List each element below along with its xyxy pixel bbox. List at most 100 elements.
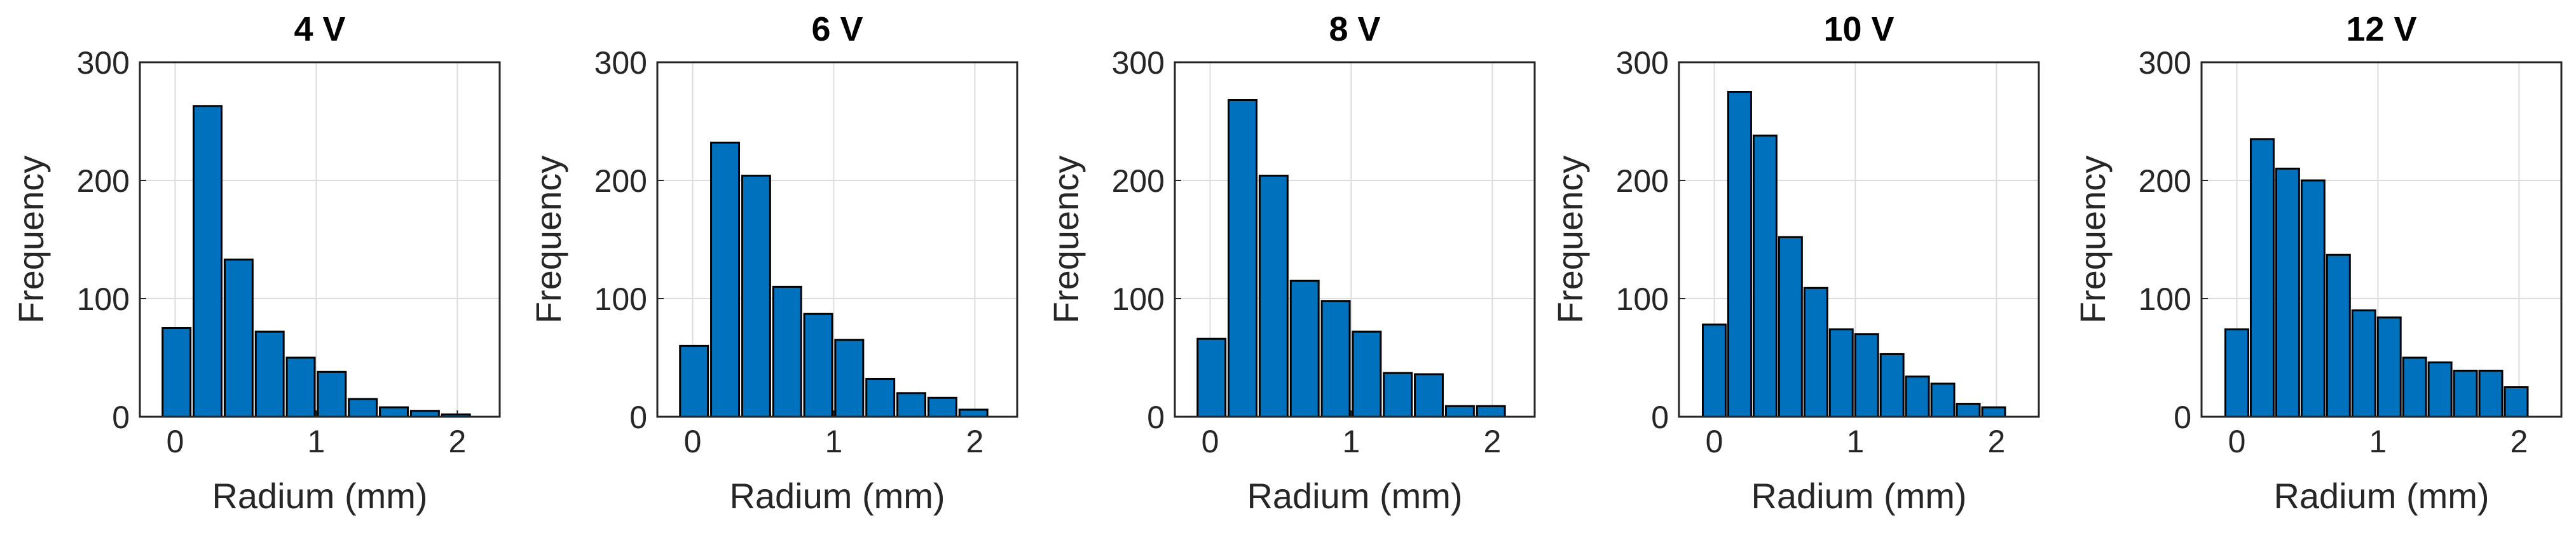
x-tick-label: 0 (684, 424, 702, 459)
bar (1444, 405, 1475, 418)
y-tick-label: 0 (1651, 400, 1669, 435)
bar (2453, 369, 2478, 418)
y-tick-label: 0 (1147, 400, 1165, 435)
subplot: 0 1 2 0 100 200 300 6 V Radium (mm) Frequency (528, 10, 1018, 516)
bar (2376, 316, 2402, 418)
x-tick-label: 0 (1706, 424, 1723, 459)
chart-title: 6 V (811, 10, 863, 48)
axes-box (2200, 61, 2563, 418)
bar (772, 285, 802, 418)
x-tick-label: 1 (1343, 424, 1360, 459)
x-axis-label: Radium (mm) (729, 476, 945, 516)
y-tick-label: 100 (77, 281, 130, 317)
y-axis-label: Frequency (1046, 156, 1086, 324)
y-tick-label: 100 (1616, 281, 1669, 317)
bar (1778, 236, 1803, 418)
bar (741, 175, 771, 418)
x-tick-label: 1 (2369, 424, 2387, 459)
bar (1352, 330, 1382, 418)
y-tick-label: 100 (2139, 281, 2191, 317)
x-tick-label: 2 (966, 424, 984, 459)
y-tick-label: 300 (1112, 45, 1165, 81)
y-tick-label: 0 (629, 400, 647, 435)
bar (865, 377, 896, 418)
bar (1258, 175, 1289, 418)
x-tick-label: 2 (1988, 424, 2006, 459)
y-tick-label: 200 (1112, 163, 1165, 199)
y-axis-label: Frequency (2072, 156, 2113, 324)
y-tick-label: 100 (1112, 281, 1165, 317)
chart-title: 8 V (1329, 10, 1380, 48)
bar (1752, 134, 1778, 418)
y-axis-label: Frequency (1550, 156, 1590, 324)
x-tick-label: 1 (825, 424, 843, 459)
subplot: 0 1 2 0 100 200 300 8 V Radium (mm) Frequency (1046, 10, 1536, 516)
y-tick-label: 300 (594, 45, 647, 81)
bar (193, 105, 223, 418)
bar (1320, 300, 1351, 418)
bar (285, 356, 316, 418)
bar (1930, 382, 1956, 418)
bar (679, 344, 709, 418)
bar (2351, 309, 2376, 418)
y-tick-label: 300 (1616, 45, 1669, 81)
bar (958, 408, 989, 418)
bar (2427, 361, 2453, 418)
bar (834, 339, 865, 418)
bar (254, 330, 285, 418)
x-axis-label: Radium (mm) (1247, 476, 1462, 516)
y-tick-label: 100 (594, 281, 647, 317)
x-tick-label: 2 (2511, 424, 2528, 459)
bar (803, 313, 833, 418)
bar (2504, 386, 2529, 418)
axes-box (139, 61, 501, 418)
x-tick-label: 0 (2228, 424, 2246, 459)
bar (1956, 403, 1981, 418)
y-tick-label: 0 (2174, 400, 2191, 435)
y-tick-label: 300 (77, 45, 130, 81)
bar (2478, 369, 2504, 418)
bar (1879, 353, 1905, 418)
bar (317, 370, 347, 418)
x-tick-label: 1 (1847, 424, 1865, 459)
bar (2326, 253, 2351, 418)
bar (2275, 167, 2300, 418)
x-axis-label: Radium (mm) (212, 476, 427, 516)
bar (1905, 375, 1930, 418)
bar (1727, 91, 1752, 418)
y-axis-label: Frequency (528, 156, 568, 324)
bar (1414, 373, 1444, 418)
y-tick-label: 200 (2139, 163, 2191, 199)
y-tick-label: 200 (77, 163, 130, 199)
bar (1803, 287, 1828, 418)
bar (161, 327, 192, 418)
bar (1228, 99, 1258, 418)
chart-title: 10 V (1823, 10, 1894, 48)
x-tick-label: 0 (1202, 424, 1219, 459)
bar (1981, 406, 2006, 418)
y-tick-label: 0 (112, 400, 130, 435)
bar (1476, 405, 1506, 418)
y-tick-label: 200 (594, 163, 647, 199)
bar (710, 141, 741, 418)
y-tick-label: 200 (1616, 163, 1669, 199)
bar (2249, 138, 2275, 418)
bar (2300, 179, 2326, 418)
y-tick-label: 300 (2139, 45, 2191, 81)
x-tick-label: 0 (167, 424, 184, 459)
subplot: 0 1 2 0 100 200 300 10 V Radium (mm) Frequency (1550, 10, 2040, 516)
bar (223, 259, 254, 418)
bar (896, 392, 927, 418)
axes-box (1174, 61, 1536, 418)
bar (348, 398, 378, 418)
y-axis-label: Frequency (11, 156, 51, 324)
chart-title: 12 V (2346, 10, 2416, 48)
x-axis-label: Radium (mm) (1751, 476, 1966, 516)
bar (1289, 280, 1320, 418)
bar (1702, 323, 1727, 418)
bar (379, 406, 409, 418)
bar (1828, 328, 1854, 418)
bar (2224, 328, 2249, 418)
chart-title: 4 V (294, 10, 345, 48)
